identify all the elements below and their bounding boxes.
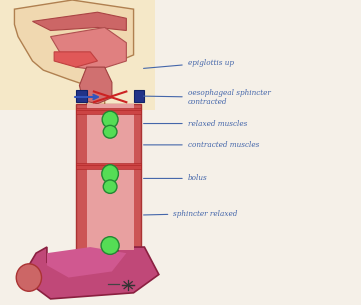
Text: bolus: bolus	[144, 174, 208, 182]
Polygon shape	[76, 163, 141, 167]
Polygon shape	[87, 104, 134, 250]
Polygon shape	[47, 247, 126, 278]
Polygon shape	[14, 0, 134, 107]
Polygon shape	[32, 12, 126, 30]
Ellipse shape	[16, 264, 42, 291]
Polygon shape	[51, 27, 126, 70]
Polygon shape	[54, 52, 97, 67]
Polygon shape	[22, 247, 159, 299]
Polygon shape	[76, 108, 141, 112]
Polygon shape	[76, 90, 87, 102]
Text: relaxed muscles: relaxed muscles	[144, 120, 247, 127]
Ellipse shape	[102, 111, 118, 128]
Polygon shape	[76, 165, 141, 169]
Text: sphincter relaxed: sphincter relaxed	[144, 210, 238, 217]
Text: oesophageal sphincter
contracted: oesophageal sphincter contracted	[144, 89, 271, 106]
Ellipse shape	[102, 165, 118, 183]
Polygon shape	[76, 110, 141, 114]
Text: epiglottis up: epiglottis up	[144, 59, 234, 68]
Polygon shape	[0, 0, 155, 110]
Polygon shape	[134, 90, 144, 102]
Ellipse shape	[103, 125, 117, 138]
Text: contracted muscles: contracted muscles	[144, 141, 259, 149]
Polygon shape	[79, 67, 112, 104]
Ellipse shape	[101, 237, 119, 254]
Polygon shape	[76, 104, 141, 250]
Ellipse shape	[103, 180, 117, 193]
